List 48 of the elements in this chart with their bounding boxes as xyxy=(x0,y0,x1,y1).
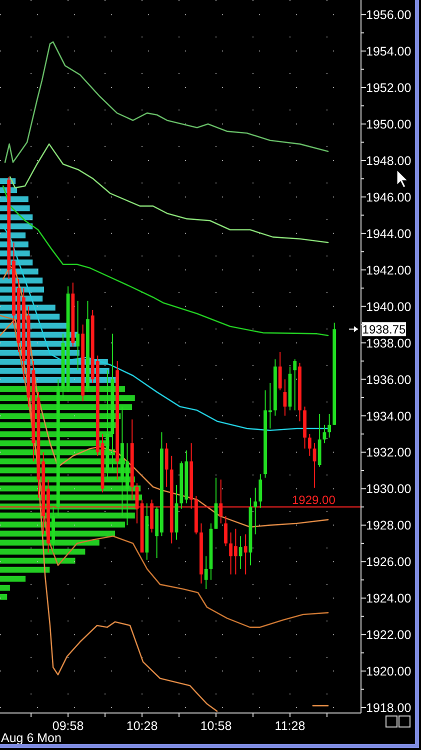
candlestick xyxy=(312,442,316,488)
x-tick-label: 10:58 xyxy=(200,719,232,733)
y-tick-label: 1956.00 xyxy=(366,8,412,22)
y-tick-label: 1942.00 xyxy=(366,263,412,278)
y-tick-label: 1926.00 xyxy=(366,555,412,570)
y-tick-label: 1948.00 xyxy=(366,154,412,168)
bar xyxy=(0,594,8,600)
y-tick-label: 1954.00 xyxy=(366,44,412,59)
x-tick-label: 09:58 xyxy=(52,719,84,733)
y-tick-label: 1922.00 xyxy=(366,628,412,642)
y-tick-label: 1940.00 xyxy=(366,300,412,314)
bar xyxy=(0,576,26,582)
candlestick xyxy=(76,300,80,371)
y-tick-label: 1930.00 xyxy=(366,482,412,496)
candlestick xyxy=(238,536,242,570)
bar xyxy=(0,530,116,537)
candlestick xyxy=(322,424,326,444)
text: Aug 6 Mon xyxy=(1,731,62,745)
candlestick xyxy=(204,556,208,590)
bar xyxy=(0,512,135,518)
y-tick-label: 1924.00 xyxy=(366,592,412,606)
bar xyxy=(0,566,50,573)
candlestick xyxy=(164,442,168,488)
y-tick-label: 1952.00 xyxy=(366,81,412,96)
y-tick-label: 1944.00 xyxy=(366,226,412,241)
x-tick-label: 11:28 xyxy=(274,719,306,733)
y-tick-label: 1932.00 xyxy=(366,446,412,460)
y-tick-label: 1934.00 xyxy=(366,409,412,424)
candlestick xyxy=(293,358,297,411)
y-tick-label: 1938.00 xyxy=(366,336,412,350)
y-tick-label: 1936.00 xyxy=(366,372,412,387)
y-tick-label: 1950.00 xyxy=(366,118,412,132)
candlestick xyxy=(224,516,228,547)
y-tick-label: 1918.00 xyxy=(366,701,412,716)
line-series xyxy=(4,41,329,163)
candlestick xyxy=(244,534,248,575)
bar xyxy=(0,584,10,591)
candlestick xyxy=(278,351,282,391)
candlestick xyxy=(258,474,262,508)
y-tick-label: 1920.00 xyxy=(366,664,412,679)
candlestick xyxy=(328,413,332,438)
x-tick-label: 10:28 xyxy=(126,719,158,733)
ref-line-label: 1938.75 xyxy=(362,322,406,337)
y-tick-label: 1928.00 xyxy=(366,518,412,533)
ref-line-label: 1929.00 xyxy=(292,492,336,507)
candlestick xyxy=(308,434,312,456)
candlestick xyxy=(254,487,258,535)
y-tick-label: 1946.00 xyxy=(366,190,412,204)
